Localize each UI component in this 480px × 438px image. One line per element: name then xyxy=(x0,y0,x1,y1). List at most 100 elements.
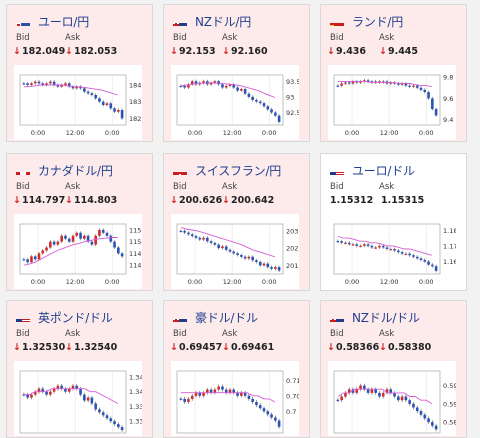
chart-background xyxy=(171,214,299,289)
pair-title[interactable]: カナダドル/円 xyxy=(38,163,113,178)
candle xyxy=(117,110,120,112)
y-tick-label: 1.18 xyxy=(443,227,456,235)
rate-card[interactable]: 英ポンド/ドルBidAsk↓1.32530↓1.325401.3451.341.… xyxy=(6,300,153,438)
candle xyxy=(255,100,258,102)
rate-card[interactable]: ユーロ/円 Bid Ask ↓182.049 ↓182.053 184 183 182 0:00… xyxy=(6,4,153,142)
candle xyxy=(240,89,243,91)
price-chart[interactable]: 115.2 115 114.8 114.6 0:00 12:00 0:00 xyxy=(14,214,142,289)
card-header[interactable]: NZドル/円 xyxy=(173,13,251,29)
candle xyxy=(359,81,362,83)
candle xyxy=(86,235,90,242)
candle xyxy=(270,109,273,113)
pair-title[interactable]: ユーロ/ドル xyxy=(352,163,415,178)
candle xyxy=(109,418,113,422)
gb-flag-icon xyxy=(16,313,30,322)
x-tick-label: 0:00 xyxy=(419,129,434,137)
candle xyxy=(419,87,423,90)
candle xyxy=(381,245,385,248)
card-header[interactable]: ランド/円 xyxy=(330,13,403,29)
candle xyxy=(423,414,427,419)
candle xyxy=(258,101,262,104)
chart-background xyxy=(328,361,456,436)
plot-frame xyxy=(333,223,441,275)
candle xyxy=(117,247,120,254)
candle xyxy=(37,253,41,260)
candle xyxy=(217,81,220,85)
candle xyxy=(83,394,86,401)
rate-card[interactable]: ユーロ/ドル Bid Ask 1.15312 1.15315 1.18 1.17 1.16 0:… xyxy=(320,153,467,291)
ask-value: ↓0.58380 xyxy=(379,342,431,353)
price-chart[interactable]: 1.18 1.17 1.16 0:00 12:00 0:00 xyxy=(328,214,456,289)
candle xyxy=(30,83,33,85)
pair-title[interactable]: スイスフラン/円 xyxy=(195,163,282,178)
pair-title[interactable]: 英ポンド/ドル xyxy=(38,310,113,325)
price-chart[interactable]: 0.595 0.59 0.585 xyxy=(328,361,456,436)
plot-frame xyxy=(19,223,127,275)
candle xyxy=(408,253,411,256)
candle xyxy=(255,402,258,406)
candle xyxy=(236,87,239,91)
x-tick-label: 0:00 xyxy=(31,129,46,137)
ask-label: Ask xyxy=(379,33,395,43)
candle xyxy=(49,81,52,84)
card-header[interactable]: ユーロ/ドル xyxy=(330,162,415,178)
candle xyxy=(94,403,97,410)
candle xyxy=(37,388,41,392)
pair-title[interactable]: NZドル/円 xyxy=(195,14,252,29)
rate-card[interactable]: スイスフラン/円 Bid Ask ↓200.626 ↓200.642 203 202 201 0… xyxy=(163,153,310,291)
price-chart[interactable]: 0.71 0.705 0.7 xyxy=(171,361,299,436)
candle xyxy=(224,85,228,88)
rate-card[interactable]: カナダドル/円BidAsk↓114.797↓114.803115.2115114… xyxy=(6,153,153,291)
candle xyxy=(240,392,243,396)
candle xyxy=(423,89,427,93)
x-tick-label: 0:00 xyxy=(345,129,360,137)
card-header[interactable]: NZドル/ドル xyxy=(330,309,420,325)
candle xyxy=(49,241,52,248)
candle xyxy=(255,260,258,262)
au-flag-icon xyxy=(173,313,187,322)
ask-value: ↓1.32540 xyxy=(65,342,117,353)
rate-card[interactable]: ランド/円 Bid Ask ↓9.436 ↓9.445 9.8 9.6 9.4 0:00 12:0… xyxy=(320,4,467,142)
price-chart[interactable]: 9.8 9.6 9.4 0:00 12:00 0:00 xyxy=(328,65,456,140)
x-tick-label: 12:00 xyxy=(66,278,85,286)
y-tick-label: 114.8 xyxy=(129,250,142,258)
pair-title[interactable]: NZドル/ドル xyxy=(352,310,420,325)
candle xyxy=(71,385,75,389)
card-header[interactable]: ユーロ/円 xyxy=(16,13,89,29)
card-header[interactable]: スイスフラン/円 xyxy=(173,162,281,178)
price-chart[interactable]: 184 183 182 0:00 12:00 0:00 xyxy=(14,65,142,140)
candle xyxy=(83,235,86,239)
pair-title[interactable]: ユーロ/円 xyxy=(38,14,90,29)
bid-price: 0.69457 xyxy=(178,342,223,353)
candle xyxy=(277,267,281,271)
card-header[interactable]: 豪ドル/ドル xyxy=(173,309,258,325)
card-header[interactable]: 英ポンド/ドル xyxy=(16,309,113,325)
candle xyxy=(120,253,124,257)
pair-title[interactable]: ランド/円 xyxy=(352,14,404,29)
candle xyxy=(374,389,377,393)
price-chart[interactable]: 1.345 1.34 1.335 1.33 xyxy=(14,361,142,436)
candle xyxy=(190,234,194,237)
candle xyxy=(113,108,116,112)
candle xyxy=(277,420,281,427)
candle xyxy=(363,385,366,390)
x-tick-label: 0:00 xyxy=(31,278,46,286)
price-chart[interactable]: 93.5 93 92.5 0:00 12:00 0:00 xyxy=(171,65,299,140)
candle xyxy=(45,83,48,85)
bid-price: 1.32530 xyxy=(21,342,66,353)
pair-title[interactable]: 豪ドル/ドル xyxy=(195,310,258,325)
ask-price: 9.445 xyxy=(387,46,419,57)
price-chart[interactable]: 203 202 201 0:00 12:00 0:00 xyxy=(171,214,299,289)
moving-average-line xyxy=(24,84,118,96)
rate-card[interactable]: NZドル/円 Bid Ask ↓92.153 ↓92.160 93.5 93 92.5 0:00… xyxy=(163,4,310,142)
candle xyxy=(33,391,37,395)
rate-card[interactable]: NZドル/ドルBidAsk↓0.58366↓0.583800.5950.590.… xyxy=(320,300,467,438)
candle xyxy=(37,81,41,84)
candle xyxy=(26,394,29,398)
card-header[interactable]: カナダドル/円 xyxy=(16,162,113,178)
candle xyxy=(179,398,183,400)
candle xyxy=(232,251,236,254)
candle xyxy=(213,389,217,393)
candle xyxy=(79,388,82,395)
